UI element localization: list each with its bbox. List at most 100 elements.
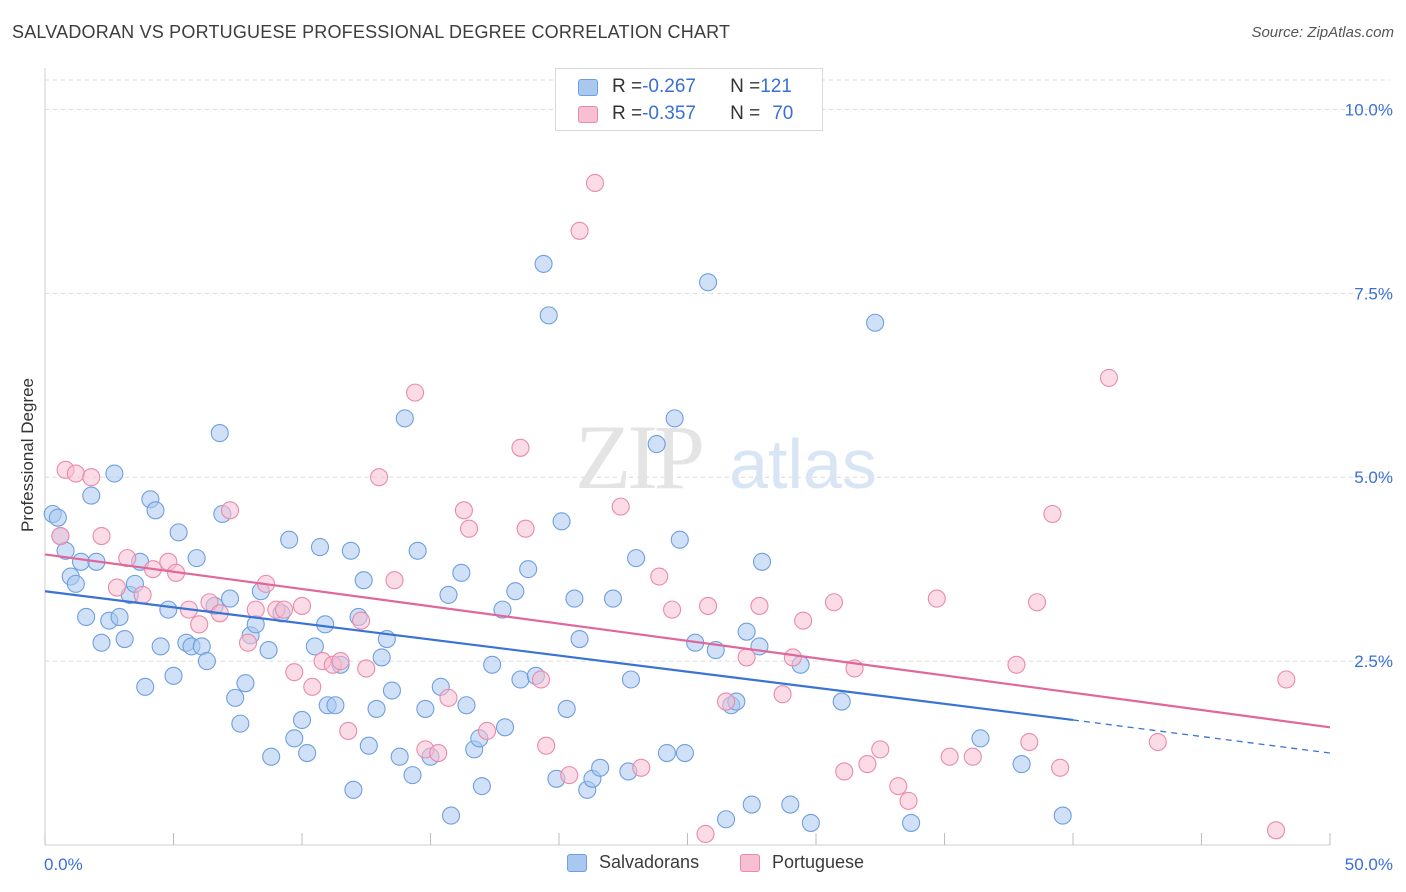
salvadoran-point — [534, 254, 553, 273]
salvadoran-point — [354, 571, 373, 590]
legend-r-value: -0.267 — [642, 76, 696, 97]
portuguese-point — [511, 438, 530, 457]
portuguese-point — [1020, 732, 1039, 752]
legend-n-value: 121 — [760, 76, 792, 97]
salvadoran-point — [151, 637, 170, 656]
salvadoran-point — [716, 810, 736, 829]
salvadoran-point — [832, 692, 851, 711]
x-tick-label-min: 0.0% — [44, 855, 83, 874]
legend-swatch-salvadorans — [567, 853, 587, 872]
portuguese-point — [871, 740, 890, 759]
portuguese-point — [835, 762, 854, 781]
portuguese-point — [570, 221, 589, 240]
portuguese-point — [331, 652, 350, 671]
portuguese-point — [737, 648, 756, 667]
portuguese-point — [889, 777, 908, 796]
salvadoran-point — [92, 633, 111, 652]
portuguese-point — [352, 611, 371, 630]
legend-n-label: N = — [730, 76, 761, 97]
portuguese-point — [716, 692, 736, 711]
salvadoran-point — [110, 607, 129, 627]
salvadoran-point — [519, 560, 538, 579]
salvadoran-point — [439, 585, 458, 604]
salvadoran-point — [48, 508, 67, 527]
salvadoran-point — [231, 714, 250, 733]
portuguese-point — [824, 593, 844, 612]
salvadoran-point — [262, 747, 281, 766]
salvadoran-point — [187, 549, 206, 568]
legend-n-value: 70 — [772, 103, 794, 124]
y-tick-label: 5.0% — [1354, 468, 1393, 487]
salvadoran-point — [621, 670, 641, 689]
portuguese-point — [66, 464, 85, 483]
portuguese-point — [1148, 732, 1167, 752]
salvadoran-point — [197, 652, 216, 671]
portuguese-point — [220, 501, 240, 520]
portuguese-point — [650, 567, 669, 586]
portuguese-point — [477, 721, 497, 741]
portuguese-point — [246, 600, 265, 619]
salvadoran-point — [146, 501, 165, 520]
salvadoran-point — [457, 696, 476, 715]
legend-swatch-portuguese — [740, 853, 760, 872]
salvadoran-point — [226, 688, 245, 707]
legend-r-label: R = — [612, 103, 643, 124]
salvadoran-point — [77, 607, 96, 627]
portuguese-point — [663, 600, 682, 619]
salvadorans-trend-extension — [1072, 719, 1331, 754]
salvadoran-point — [552, 512, 571, 531]
salvadoran-point — [316, 615, 335, 634]
portuguese-point — [1051, 758, 1070, 777]
portuguese-points — [51, 173, 1296, 844]
portuguese-point — [585, 173, 605, 193]
portuguese-point — [1266, 821, 1286, 840]
salvadoran-point — [591, 758, 610, 777]
portuguese-point — [82, 468, 101, 487]
portuguese-point — [611, 497, 630, 516]
portuguese-point — [459, 519, 479, 538]
legend-r-label: R = — [612, 76, 643, 97]
salvadoran-point — [210, 424, 229, 443]
correlation-legend: R = -0.267 N = 121 R = -0.357 N = 70 — [555, 68, 823, 131]
portuguese-point — [1027, 593, 1047, 612]
salvadoran-point — [115, 629, 134, 649]
salvadoran-point — [902, 813, 921, 832]
salvadoran-point — [665, 409, 684, 428]
portuguese-point — [773, 685, 792, 704]
portuguese-point — [858, 755, 877, 774]
salvadoran-point — [657, 744, 676, 763]
axes — [44, 68, 1331, 846]
portuguese-point — [560, 766, 579, 785]
portuguese-point — [92, 527, 111, 546]
portuguese-point — [439, 688, 458, 707]
portuguese-point — [107, 578, 127, 597]
legend-row-portuguese: R = -0.357 N = 70 — [578, 103, 793, 125]
salvadoran-point — [344, 780, 363, 799]
portuguese-point — [927, 589, 946, 608]
portuguese-point — [794, 611, 813, 630]
salvadoran-point — [557, 699, 576, 718]
portuguese-point — [531, 670, 551, 689]
legend-swatch-salvadorans — [578, 78, 598, 96]
salvadoran-point — [390, 747, 409, 766]
portuguese-point — [783, 648, 802, 667]
salvadoran-point — [511, 670, 530, 689]
portuguese-point — [339, 721, 358, 741]
salvadoran-point — [647, 435, 666, 454]
legend-label-salvadorans: Salvadorans — [599, 852, 700, 872]
salvadoran-point — [236, 674, 255, 693]
salvadoran-point — [570, 629, 589, 649]
salvadoran-point — [298, 744, 317, 763]
gridlines — [45, 79, 1390, 662]
salvadoran-point — [442, 806, 461, 825]
portuguese-point — [699, 596, 718, 615]
portuguese-point — [238, 633, 258, 652]
salvadoran-point — [105, 464, 124, 483]
salvadoran-point — [382, 681, 402, 700]
salvadoran-point — [506, 582, 525, 601]
chart-title: SALVADORAN VS PORTUGUESE PROFESSIONAL DE… — [12, 22, 731, 42]
portuguese-trend-line — [44, 553, 1331, 729]
salvadoran-point — [169, 523, 188, 542]
salvadoran-point — [416, 699, 435, 718]
portuguese-point — [303, 677, 322, 696]
